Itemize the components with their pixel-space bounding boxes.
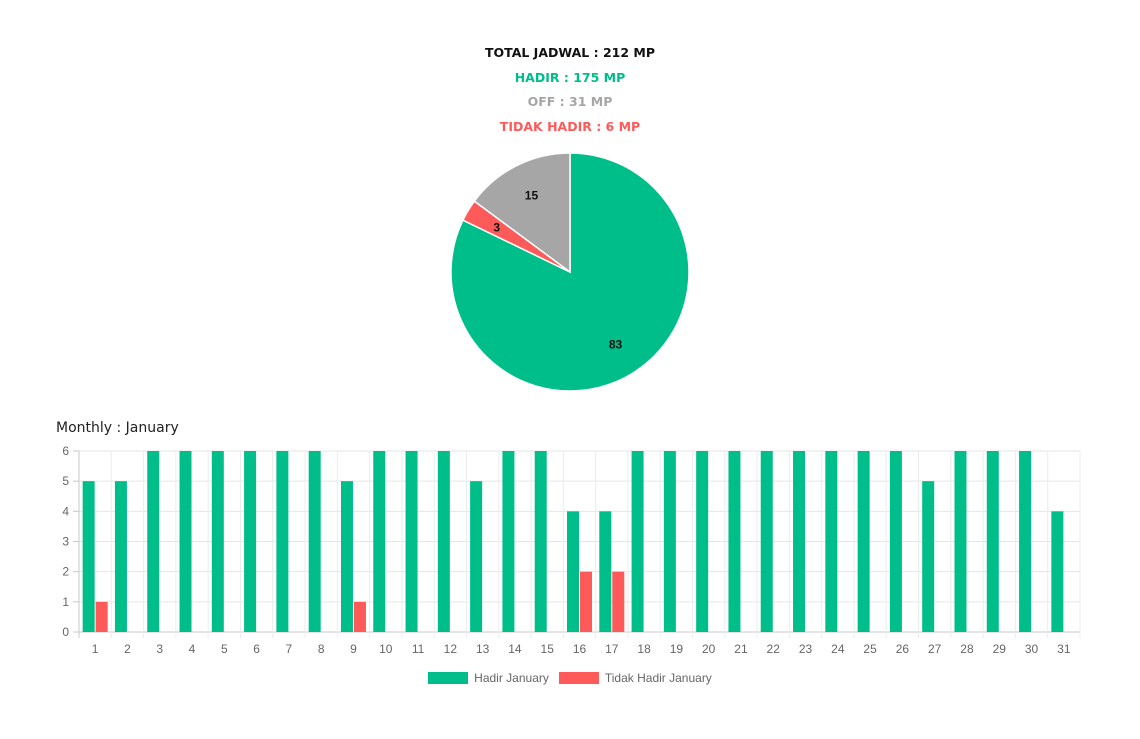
bar-hadir[interactable] bbox=[82, 481, 95, 632]
bar-hadir[interactable] bbox=[470, 481, 483, 632]
bar-hadir[interactable] bbox=[631, 451, 644, 632]
bar-hadir[interactable] bbox=[825, 451, 838, 632]
y-tick-label: 2 bbox=[62, 565, 69, 579]
x-tick-label: 7 bbox=[286, 642, 293, 656]
bar-hadir[interactable] bbox=[567, 511, 579, 632]
x-tick-label: 23 bbox=[799, 642, 813, 656]
bar-hadir[interactable] bbox=[373, 451, 386, 632]
bar-hadir[interactable] bbox=[276, 451, 289, 632]
pie-chart: 83 3 15 bbox=[450, 152, 690, 392]
x-tick-label: 2 bbox=[124, 642, 131, 656]
bar-hadir[interactable] bbox=[211, 451, 224, 632]
pie-label-tidak-hadir: 3 bbox=[493, 221, 500, 235]
bar-hadir[interactable] bbox=[114, 481, 127, 632]
pie-slice-off[interactable] bbox=[473, 152, 571, 274]
bar-legend: Hadir January Tidak Hadir January bbox=[0, 671, 1140, 685]
pie-slice-hadir[interactable] bbox=[450, 152, 690, 392]
y-tick-label: 3 bbox=[62, 535, 69, 549]
y-tick-label: 1 bbox=[62, 595, 69, 609]
bar-hadir[interactable] bbox=[405, 451, 418, 632]
bar-hadir[interactable] bbox=[986, 451, 999, 632]
bar-hadir[interactable] bbox=[760, 451, 773, 632]
x-tick-label: 5 bbox=[221, 642, 228, 656]
bar-hadir[interactable] bbox=[954, 451, 967, 632]
bar-hadir[interactable] bbox=[502, 451, 515, 632]
x-tick-label: 26 bbox=[896, 642, 910, 656]
legend-label-tidak-hadir: Tidak Hadir January bbox=[604, 671, 712, 685]
bar-hadir[interactable] bbox=[308, 451, 321, 632]
x-tick-label: 15 bbox=[541, 642, 555, 656]
bar-hadir[interactable] bbox=[889, 451, 902, 632]
bar-hadir[interactable] bbox=[147, 451, 160, 632]
legend-item-tidak-hadir[interactable]: Tidak Hadir January bbox=[558, 671, 712, 685]
summary-total: TOTAL JADWAL : 212 MP bbox=[484, 45, 655, 60]
x-tick-label: 21 bbox=[734, 642, 748, 656]
bar-hadir[interactable] bbox=[437, 451, 450, 632]
x-tick-label: 10 bbox=[379, 642, 393, 656]
bar-hadir[interactable] bbox=[857, 451, 870, 632]
x-tick-label: 9 bbox=[350, 642, 357, 656]
legend-swatch-hadir bbox=[428, 672, 469, 684]
x-tick-label: 8 bbox=[318, 642, 325, 656]
x-tick-label: 1 bbox=[92, 642, 99, 656]
x-tick-label: 18 bbox=[637, 642, 651, 656]
pie-label-hadir: 83 bbox=[609, 338, 623, 352]
x-tick-label: 14 bbox=[508, 642, 522, 656]
bar-hadir[interactable] bbox=[244, 451, 257, 632]
summary-off: OFF : 31 MP bbox=[527, 94, 613, 109]
x-tick-label: 3 bbox=[156, 642, 163, 656]
bar-hadir[interactable] bbox=[663, 451, 676, 632]
x-tick-label: 12 bbox=[444, 642, 458, 656]
bar-hadir[interactable] bbox=[728, 451, 741, 632]
x-tick-label: 17 bbox=[605, 642, 619, 656]
bar-hadir[interactable] bbox=[534, 451, 547, 632]
x-tick-label: 19 bbox=[670, 642, 684, 656]
legend-label-hadir: Hadir January bbox=[474, 671, 549, 685]
bar-tidak-hadir[interactable] bbox=[612, 571, 625, 632]
bar-hadir[interactable] bbox=[922, 481, 935, 632]
bar-hadir[interactable] bbox=[1051, 511, 1064, 632]
summary-tidak-hadir: TIDAK HADIR : 6 MP bbox=[499, 119, 641, 134]
pie-label-off: 15 bbox=[525, 188, 539, 202]
y-tick-label: 4 bbox=[62, 504, 69, 518]
bar-tidak-hadir[interactable] bbox=[95, 601, 108, 632]
x-tick-label: 25 bbox=[863, 642, 877, 656]
y-tick-label: 0 bbox=[62, 625, 69, 639]
y-tick-label: 6 bbox=[62, 444, 69, 458]
bar-tidak-hadir[interactable] bbox=[353, 601, 366, 632]
bar-hadir[interactable] bbox=[179, 451, 192, 632]
bar-hadir[interactable] bbox=[793, 451, 806, 632]
legend-swatch-tidak-hadir bbox=[558, 672, 599, 684]
x-tick-label: 6 bbox=[253, 642, 260, 656]
x-tick-label: 4 bbox=[189, 642, 196, 656]
x-tick-label: 22 bbox=[767, 642, 781, 656]
x-tick-label: 24 bbox=[831, 642, 845, 656]
x-tick-label: 31 bbox=[1057, 642, 1071, 656]
summary-hadir: HADIR : 175 MP bbox=[514, 70, 626, 85]
bar-hadir[interactable] bbox=[340, 481, 353, 632]
x-tick-label: 30 bbox=[1025, 642, 1039, 656]
x-tick-label: 11 bbox=[412, 642, 425, 656]
x-tick-label: 29 bbox=[993, 642, 1007, 656]
monthly-title: Monthly : January bbox=[56, 420, 179, 436]
x-tick-label: 27 bbox=[928, 642, 942, 656]
x-tick-label: 20 bbox=[702, 642, 716, 656]
x-tick-label: 16 bbox=[573, 642, 587, 656]
legend-item-hadir[interactable]: Hadir January bbox=[428, 671, 549, 685]
x-tick-label: 28 bbox=[960, 642, 974, 656]
bar-hadir[interactable] bbox=[599, 511, 612, 632]
bar-tidak-hadir[interactable] bbox=[580, 571, 592, 632]
bar-hadir[interactable] bbox=[696, 451, 709, 632]
y-tick-label: 5 bbox=[62, 474, 69, 488]
bar-hadir[interactable] bbox=[1019, 451, 1032, 632]
x-tick-label: 13 bbox=[476, 642, 490, 656]
